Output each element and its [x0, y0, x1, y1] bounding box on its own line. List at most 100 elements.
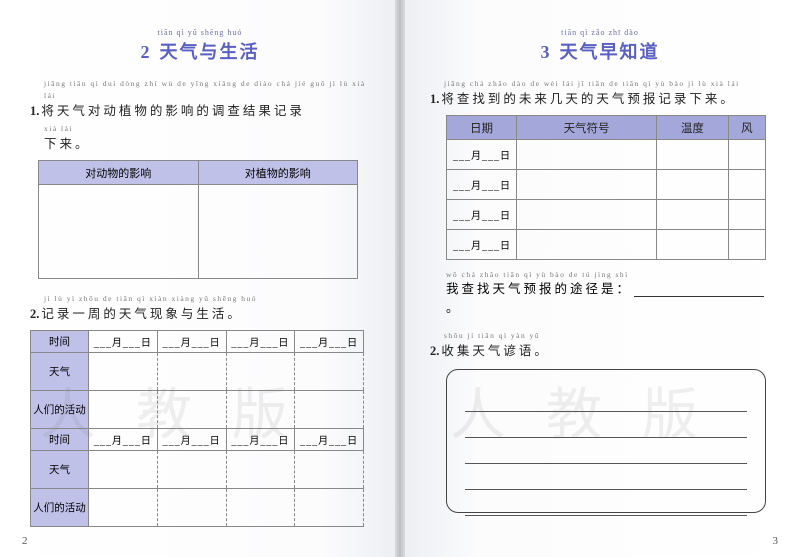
write-line[interactable]	[465, 412, 747, 438]
fc-cell[interactable]	[728, 170, 765, 200]
fc-date[interactable]: ___月___日	[447, 140, 517, 170]
q1r-pinyin: jiāng chá zhǎo dào de wèi lái jǐ tiān de…	[444, 78, 770, 90]
proverb-box[interactable]	[446, 369, 766, 513]
question-2-right: shōu jí tiān qì yàn yǔ 2.收集天气谚语。	[430, 330, 770, 361]
fc-cell[interactable]	[517, 230, 657, 260]
write-line[interactable]	[465, 490, 747, 516]
week-cell[interactable]	[226, 353, 295, 391]
fc-col-wind: 风	[728, 116, 765, 140]
fc-cell[interactable]	[517, 170, 657, 200]
fc-cell[interactable]	[728, 140, 765, 170]
week-cell[interactable]	[157, 489, 226, 527]
week-cell[interactable]	[157, 451, 226, 489]
title-text: 天气早知道	[560, 42, 660, 62]
page-number-left: 2	[22, 535, 28, 547]
right-page: 人教版 tiān qì zǎo zhī dào 3 天气早知道 jiāng ch…	[400, 0, 800, 557]
fc-date[interactable]: ___月___日	[447, 200, 517, 230]
effects-col-animals: 对动物的影响	[39, 161, 199, 185]
title-pinyin: tiān qì zǎo zhī dào	[430, 28, 770, 37]
followup-prefix: 我查找天气预报的途径是：	[446, 282, 632, 296]
fc-cell[interactable]	[657, 170, 729, 200]
q2-number: 2.	[30, 307, 39, 321]
row-label-activity2: 人们的活动	[31, 489, 89, 527]
q1r-number: 1.	[430, 92, 439, 106]
q2r-number: 2.	[430, 344, 439, 358]
question-1: jiāng tiān qì duì dòng zhí wù de yǐng xi…	[30, 78, 370, 154]
week-cell[interactable]	[226, 391, 295, 429]
row-label-weather2: 天气	[31, 451, 89, 489]
date-cell[interactable]: ___月___日	[295, 331, 364, 353]
week-cell[interactable]	[157, 391, 226, 429]
blank-line[interactable]	[634, 285, 764, 297]
fc-date[interactable]: ___月___日	[447, 230, 517, 260]
q1-pinyin: jiāng tiān qì duì dòng zhí wù de yǐng xi…	[44, 78, 370, 102]
row-label-time1: 时间	[31, 331, 89, 353]
effects-table: 对动物的影响 对植物的影响	[38, 160, 358, 279]
title-pinyin: tiān qì yǔ shēng huó	[30, 28, 370, 37]
week-cell[interactable]	[89, 451, 158, 489]
section-number: 2	[141, 42, 150, 62]
date-cell[interactable]: ___月___日	[295, 429, 364, 451]
q1r-text: 将查找到的未来几天的天气预报记录下来。	[441, 92, 736, 106]
page-number-right: 3	[773, 535, 779, 547]
question-2: jì lù yì zhōu de tiān qì xiàn xiàng yǔ s…	[30, 293, 370, 324]
followup-suffix: 。	[446, 301, 462, 315]
week-cell[interactable]	[226, 489, 295, 527]
book-spine	[395, 0, 405, 557]
effects-cell[interactable]	[39, 185, 199, 279]
write-line[interactable]	[465, 464, 747, 490]
fc-cell[interactable]	[657, 230, 729, 260]
row-label-weather1: 天气	[31, 353, 89, 391]
q1-number: 1.	[30, 104, 39, 118]
date-cell[interactable]: ___月___日	[89, 429, 158, 451]
week-cell[interactable]	[295, 353, 364, 391]
q2-pinyin: jì lù yì zhōu de tiān qì xiàn xiàng yǔ s…	[44, 293, 370, 305]
week-cell[interactable]	[295, 391, 364, 429]
section-title-left: tiān qì yǔ shēng huó 2 天气与生活	[30, 28, 370, 64]
week-cell[interactable]	[295, 451, 364, 489]
date-cell[interactable]: ___月___日	[157, 331, 226, 353]
write-line[interactable]	[465, 386, 747, 412]
row-label-activity1: 人们的活动	[31, 391, 89, 429]
row-label-time2: 时间	[31, 429, 89, 451]
question-1-right: jiāng chá zhǎo dào de wèi lái jǐ tiān de…	[430, 78, 770, 109]
date-cell[interactable]: ___月___日	[157, 429, 226, 451]
date-cell[interactable]: ___月___日	[226, 429, 295, 451]
effects-cell[interactable]	[198, 185, 358, 279]
forecast-table: 日期 天气符号 温度 风 ___月___日 ___月___日 ___月___日 …	[446, 115, 766, 260]
left-page: 人教版 tiān qì yǔ shēng huó 2 天气与生活 jiāng t…	[0, 0, 400, 557]
week-cell[interactable]	[226, 451, 295, 489]
fc-col-symbol: 天气符号	[517, 116, 657, 140]
week-cell[interactable]	[295, 489, 364, 527]
week-cell[interactable]	[157, 353, 226, 391]
section-number: 3	[541, 42, 550, 62]
week-cell[interactable]	[89, 489, 158, 527]
week-cell[interactable]	[89, 353, 158, 391]
fc-cell[interactable]	[728, 200, 765, 230]
fc-col-temp: 温度	[657, 116, 729, 140]
q1-text2: 下来。	[44, 137, 91, 151]
fc-cell[interactable]	[517, 200, 657, 230]
q2r-pinyin: shōu jí tiān qì yàn yǔ	[444, 330, 770, 342]
fc-cell[interactable]	[517, 140, 657, 170]
date-cell[interactable]: ___月___日	[89, 331, 158, 353]
write-line[interactable]	[465, 438, 747, 464]
date-cell[interactable]: ___月___日	[226, 331, 295, 353]
fc-cell[interactable]	[657, 200, 729, 230]
effects-col-plants: 对植物的影响	[198, 161, 358, 185]
book-spread: 人教版 tiān qì yǔ shēng huó 2 天气与生活 jiāng t…	[0, 0, 800, 557]
followup-line: wǒ chá zhǎo tiān qì yù bào de tú jìng sh…	[446, 270, 770, 316]
fc-date[interactable]: ___月___日	[447, 170, 517, 200]
q2-text: 记录一周的天气现象与生活。	[41, 307, 243, 321]
q1-pinyin2: xià lái	[44, 123, 370, 135]
title-text: 天气与生活	[160, 42, 260, 62]
section-title-right: tiān qì zǎo zhī dào 3 天气早知道	[430, 28, 770, 64]
fc-cell[interactable]	[657, 140, 729, 170]
q1-text: 将天气对动植物的影响的调查结果记录	[41, 104, 305, 118]
fc-col-date: 日期	[447, 116, 517, 140]
week-table: 时间 ___月___日 ___月___日 ___月___日 ___月___日 天…	[30, 330, 364, 527]
followup-pinyin: wǒ chá zhǎo tiān qì yù bào de tú jìng sh…	[446, 270, 770, 279]
fc-cell[interactable]	[728, 230, 765, 260]
week-cell[interactable]	[89, 391, 158, 429]
q2r-text: 收集天气谚语。	[441, 344, 550, 358]
